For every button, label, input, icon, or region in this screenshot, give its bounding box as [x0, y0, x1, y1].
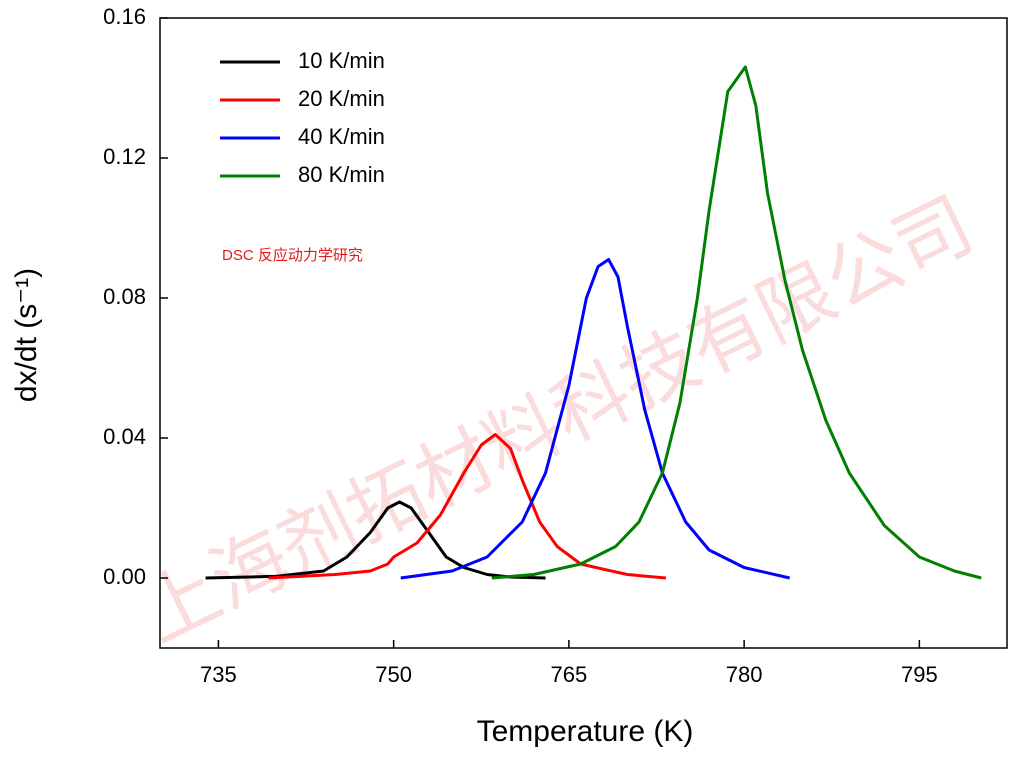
legend-label: 40 K/min [298, 124, 385, 149]
data-line [400, 258, 791, 580]
y-axis-label: dx/dt (s⁻¹) [10, 268, 43, 402]
x-tick-label: 795 [901, 662, 938, 687]
x-tick-label: 765 [551, 662, 588, 687]
annotation: DSC 反应动力学研究 [222, 246, 363, 264]
x-tick-label: 780 [726, 662, 763, 687]
data-line [268, 433, 667, 580]
legend-label: 80 K/min [298, 162, 385, 187]
legend-label: 20 K/min [298, 86, 385, 111]
plot-frame [159, 17, 1008, 649]
x-axis-label: Temperature (K) [477, 715, 694, 748]
y-tick-label: 0.00 [103, 564, 146, 589]
legend-label: 10 K/min [298, 48, 385, 73]
y-tick-label: 0.04 [103, 424, 146, 449]
y-tick-label: 0.12 [103, 144, 146, 169]
data-line [205, 500, 546, 580]
y-tick-label: 0.08 [103, 284, 146, 309]
x-tick-label: 735 [200, 662, 237, 687]
y-tick-label: 0.16 [103, 4, 146, 29]
x-tick-label: 750 [375, 662, 412, 687]
data-line [491, 65, 982, 580]
